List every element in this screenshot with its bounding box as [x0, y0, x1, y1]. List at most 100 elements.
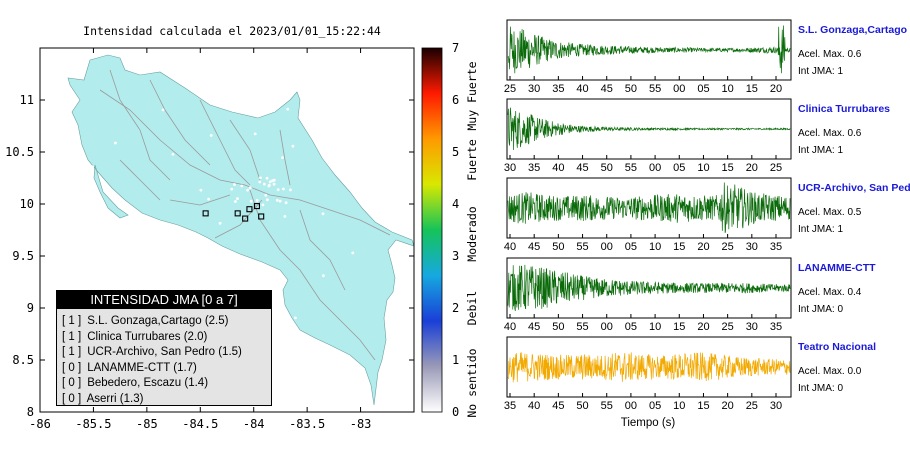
waveform-panel: 35 40 45 50 55 00 05 10 15 20 25 30 Teatro Nacional A… [504, 336, 876, 412]
town-dot [171, 152, 175, 156]
road [279, 129, 291, 186]
panel-x-tick-label: 25 [722, 241, 734, 253]
legend-station: UCR-Archivo, San Pedro (1.5) [87, 346, 242, 358]
town-dot [266, 278, 270, 282]
x-axis-label: Tiempo (s) [621, 417, 676, 429]
map-x-tick-label: -85.5 [75, 417, 111, 431]
town-dot [377, 216, 381, 220]
town-dot [278, 344, 282, 347]
map-x-tick-label: -84 [243, 417, 265, 431]
panel-x-tick-label: 00 [601, 241, 613, 253]
town-dot [213, 75, 217, 79]
panel-accel-max: Acel. Max. 0.0 [798, 366, 862, 377]
waveform-panels: 25 30 35 40 45 50 55 00 05 10 15 20 S.L. Gonzaga,Car… [504, 19, 910, 412]
waveform-trace [507, 182, 791, 233]
panel-x-tick-label: 10 [649, 321, 661, 333]
panel-x-tick-label: 30 [770, 400, 782, 412]
town-dot [275, 198, 279, 202]
panel-int-jma: Int JMA: 1 [798, 145, 843, 156]
panel-x-tick-label: 10 [697, 162, 709, 174]
panel-x-tick-label: 15 [746, 83, 758, 95]
panel-x-tick-label: 35 [504, 400, 516, 412]
panel-station-name: LANAMME-CTT [798, 262, 876, 274]
town-dot [258, 180, 262, 184]
waveform-trace [507, 107, 791, 151]
waveform-trace [507, 25, 791, 74]
town-dot [248, 186, 252, 190]
colorbar-level-label: Moderado [465, 206, 479, 261]
town-dot [199, 188, 203, 192]
road [99, 89, 246, 186]
station-markers [202, 203, 265, 222]
town-dot [276, 274, 279, 278]
panel-x-tick-label: 10 [673, 400, 685, 412]
town-dot [114, 141, 117, 145]
road-network [99, 69, 391, 361]
town-dot [322, 274, 325, 278]
panel-x-tick-label: 30 [746, 321, 758, 333]
panel-x-tick-label: 55 [576, 321, 588, 333]
town-dot [181, 274, 185, 277]
road [229, 119, 261, 181]
colorbar-level-label: Muy Fuerte [465, 61, 479, 130]
town-dot [240, 184, 244, 188]
town-dot [218, 221, 222, 225]
town-dot [255, 199, 259, 202]
town-dot [289, 188, 292, 192]
map-y-tick-label: 10 [20, 197, 34, 211]
road [249, 189, 376, 361]
town-dot [318, 367, 322, 371]
town-dot [262, 182, 266, 186]
road [119, 159, 161, 201]
town-markers [91, 70, 381, 371]
legend-level: [ 1 ] [62, 330, 82, 343]
legend-title: INTENSIDAD JMA [0 a 7] [57, 291, 271, 309]
panel-x-tick-label: 15 [673, 241, 685, 253]
colorbar-tick-label: 4 [452, 197, 459, 211]
road [169, 194, 231, 206]
town-dot [143, 239, 147, 243]
panel-station-name: Clinica Turrubares [798, 103, 890, 115]
costa-rica-land [67, 54, 414, 406]
panel-x-tick-label: 35 [528, 162, 540, 174]
town-dot [321, 212, 325, 216]
panel-x-tick-label: 45 [528, 321, 540, 333]
town-dot [162, 227, 166, 230]
legend-row: [ 0 ] Bebedero, Escazu (1.4) [57, 376, 271, 392]
legend-station: LANAMME-CTT (1.7) [87, 361, 197, 374]
panel-x-tick-label: 15 [722, 162, 734, 174]
panel-x-tick-label: 25 [746, 400, 758, 412]
panel-x-tick-label: 25 [504, 83, 516, 95]
road [244, 184, 391, 236]
map-title: Intensidad calculada el 2023/01/01_15:22… [83, 24, 381, 38]
panel-x-tick-label: 45 [576, 162, 588, 174]
town-dot [265, 176, 269, 180]
colorbar-tick-label: 3 [452, 249, 459, 263]
panel-station-name: Teatro Nacional [798, 341, 876, 353]
map-frame [39, 47, 415, 413]
town-dot [259, 176, 262, 180]
legend-station: Clinica Turrubares (2.0) [87, 330, 208, 343]
legend-level: [ 1 ] [62, 315, 82, 327]
station-marker [202, 210, 209, 217]
legend-level: [ 0 ] [62, 377, 82, 389]
panel-x-tick-label: 40 [576, 83, 588, 95]
town-dot [294, 316, 297, 320]
panel-accel-max: Acel. Max. 0.5 [798, 207, 862, 218]
town-dot [236, 197, 239, 201]
legend-level: [ 1 ] [62, 346, 82, 358]
legend-row: [ 1 ] S.L. Gonzaga,Cartago (2.5) [57, 314, 271, 330]
town-dot [233, 183, 236, 186]
panel-x-tick-label: 00 [625, 400, 637, 412]
panel-x-tick-label: 55 [625, 162, 637, 174]
panel-x-tick-label: 10 [722, 83, 734, 95]
panel-x-tick-label: 35 [770, 241, 782, 253]
town-dot [351, 251, 355, 255]
panel-x-tick-label: 40 [504, 241, 516, 253]
intensity-legend: INTENSIDAD JMA [0 a 7] [ 1 ] S.L. Gonzag… [56, 290, 272, 406]
legend-station: Bebedero, Escazu (1.4) [87, 377, 209, 389]
panel-x-tick-label: 55 [601, 400, 613, 412]
waveform-trace [507, 264, 791, 311]
station-marker [246, 206, 253, 213]
town-dot [147, 224, 150, 228]
